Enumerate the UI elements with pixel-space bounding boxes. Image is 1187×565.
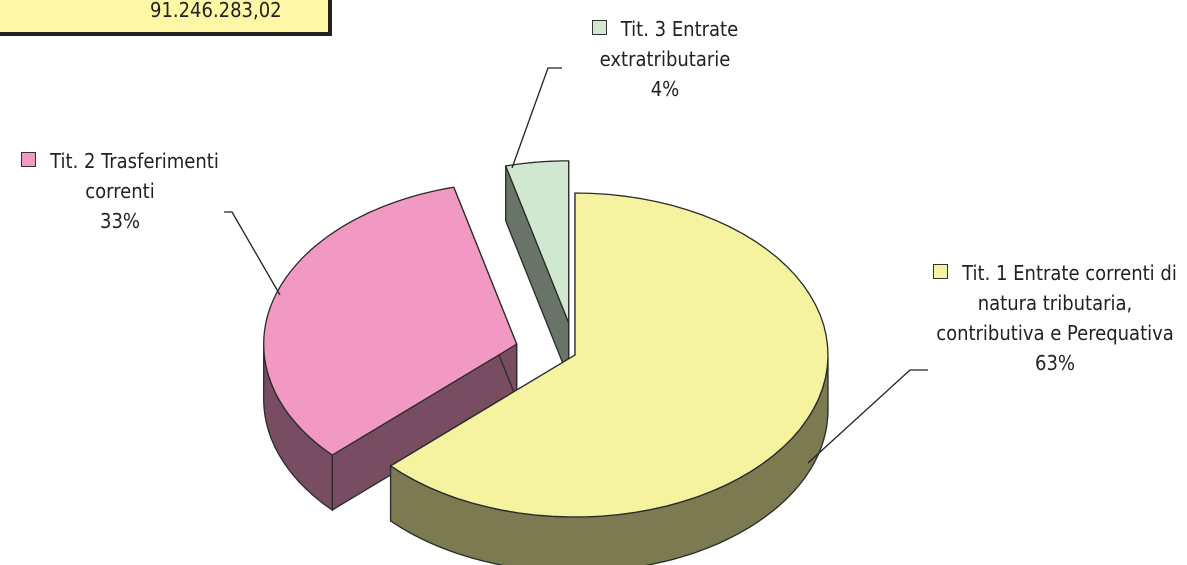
leader-line <box>807 369 928 464</box>
total-value: 91.246.283,02 <box>150 0 282 22</box>
slice <box>263 186 518 456</box>
slice <box>389 192 829 518</box>
data-label: Tit. 1 Entrate correnti di natura tribut… <box>930 258 1180 378</box>
category-label: Tit. 3 Entrate extratributarie <box>599 17 739 71</box>
slice <box>504 160 570 324</box>
value-label: 63% <box>1035 351 1075 375</box>
legend-swatch <box>591 20 607 35</box>
data-label: Tit. 2 Trasferimenti correnti 33% <box>0 146 240 236</box>
value-label: 4% <box>650 77 680 101</box>
legend-swatch <box>933 264 949 279</box>
total-box: 91.246.283,02 <box>0 0 332 36</box>
legend-swatch <box>21 152 37 167</box>
data-label: Tit. 3 Entrate extratributarie 4% <box>540 14 790 104</box>
value-label: 33% <box>100 209 140 233</box>
leader-line <box>511 67 562 169</box>
category-label: Tit. 2 Trasferimenti correnti <box>50 149 219 203</box>
leader-line <box>224 211 281 296</box>
category-label: Tit. 1 Entrate correnti di natura tribut… <box>936 261 1177 345</box>
pie <box>263 160 829 565</box>
